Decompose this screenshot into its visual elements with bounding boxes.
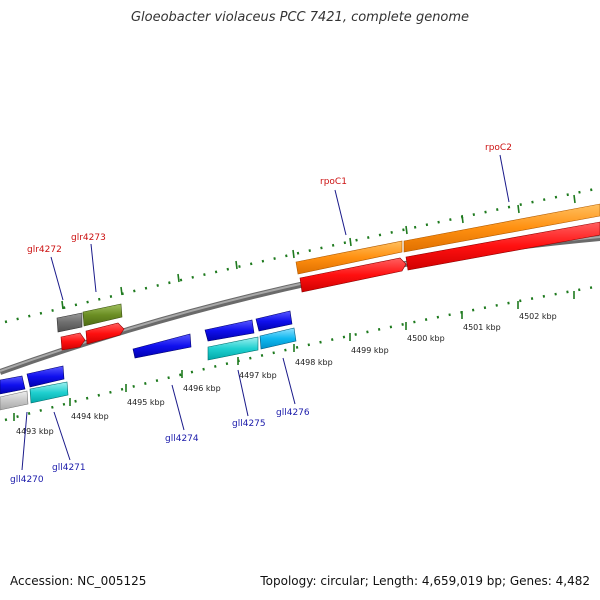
tick-label: 4501 kbp <box>463 323 501 332</box>
tick-label: 4502 kbp <box>519 312 557 321</box>
topology-text: Topology: circular; Length: 4,659,019 bp… <box>260 574 590 588</box>
gene-glr4272[interactable] <box>56 312 83 333</box>
tick-label: 4495 kbp <box>127 398 165 407</box>
gene-blue-c[interactable] <box>0 375 26 395</box>
tick-label: 4499 kbp <box>351 346 389 355</box>
gene-blue-b[interactable] <box>255 310 293 332</box>
gene-gll4275[interactable] <box>207 336 259 361</box>
map-title: Gloeobacter violaceus PCC 7421, complete… <box>130 10 470 25</box>
tick-label: 4500 kbp <box>407 334 445 343</box>
tick-label: 4497 kbp <box>239 371 277 380</box>
bottom-gene-labels: gll4270 gll4271 gll4274 gll4275 gll4276 <box>10 357 310 485</box>
upper-major-ticks <box>61 194 576 310</box>
label-rpoC2: rpoC2 <box>485 143 512 153</box>
label-rpoC1: rpoC1 <box>320 177 347 187</box>
gene-red-small-a[interactable] <box>60 332 86 351</box>
label-gll4276: gll4276 <box>276 408 310 418</box>
tick-label: 4494 kbp <box>71 412 109 421</box>
gene-gll4276[interactable] <box>259 327 297 350</box>
tick-label: 4496 kbp <box>183 384 221 393</box>
backbone <box>0 235 600 375</box>
gene-red-a[interactable] <box>299 257 407 293</box>
accession-text: Accession: NC_005125 <box>10 574 147 588</box>
gene-gll4274[interactable] <box>132 333 192 359</box>
lower-major-ticks <box>13 291 575 421</box>
lower-tick-track <box>4 284 600 422</box>
forward-genes <box>56 203 600 351</box>
gene-gll4271[interactable] <box>29 381 69 404</box>
gene-glr4273[interactable] <box>82 303 123 327</box>
reverse-genes <box>0 310 297 411</box>
gene-gll4270[interactable] <box>26 365 65 388</box>
gene-blue-a[interactable] <box>204 319 255 342</box>
label-gll4271: gll4271 <box>52 463 86 473</box>
label-glr4272: glr4272 <box>27 245 62 255</box>
gene-silver[interactable] <box>0 390 29 411</box>
gene-rpoC2[interactable] <box>403 203 600 253</box>
tick-label: 4493 kbp <box>16 427 54 436</box>
tick-labels: 4493 kbp 4494 kbp 4495 kbp 4496 kbp 4497… <box>16 312 557 436</box>
top-gene-labels: glr4272 glr4273 rpoC1 rpoC2 <box>27 143 512 301</box>
tick-label: 4498 kbp <box>295 358 333 367</box>
label-glr4273: glr4273 <box>71 233 106 243</box>
gene-red-b[interactable] <box>405 221 600 271</box>
upper-tick-track <box>4 186 600 324</box>
label-gll4270: gll4270 <box>10 475 44 485</box>
label-gll4275: gll4275 <box>232 419 266 429</box>
label-gll4274: gll4274 <box>165 434 199 444</box>
gene-red-small-b[interactable] <box>85 322 125 345</box>
gene-rpoC1[interactable] <box>295 240 403 275</box>
